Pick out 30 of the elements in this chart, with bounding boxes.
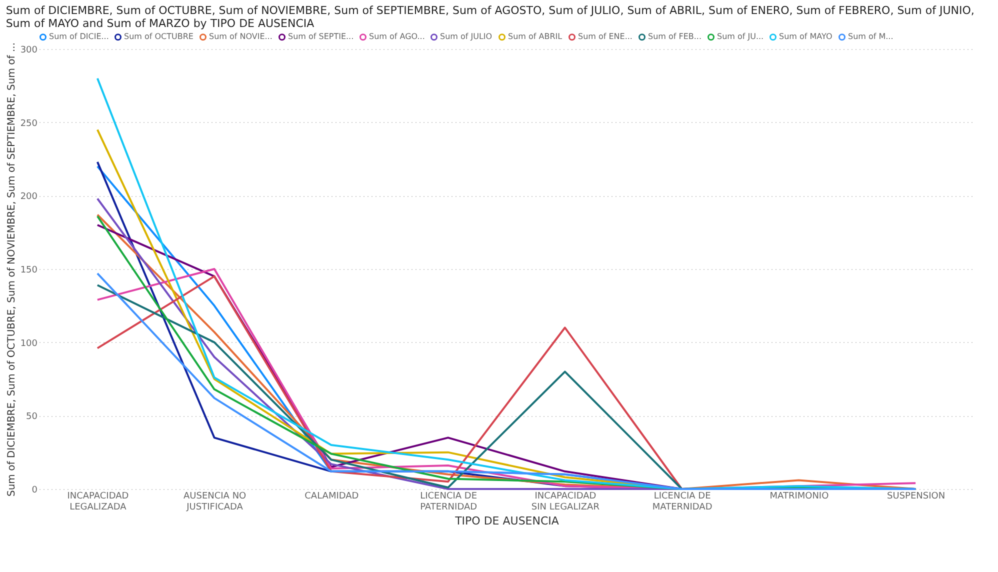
legend-label: Sum of AGO...	[369, 32, 425, 42]
chart-title: Sum of DICIEMBRE, Sum of OCTUBRE, Sum of NOVIEMBRE, Sum of SEPTIEMBRE, Sum of AGOSTO, Sum of JULIO, Sum of ABRIL, Sum of ENERO, Sum of FEBRERO, Sum of JUNIO, Sum of MAYO and Sum of MARZO by TIPO DE AUSENCIA	[6, 4, 974, 30]
x-tick-label: CALAMIDAD	[304, 492, 359, 502]
legend-label: Sum of ABRIL	[508, 32, 563, 42]
legend-label: Sum of FEB...	[648, 32, 702, 42]
y-axis-title: Sum of DICIEMBRE, Sum of OCTUBRE, Sum of NOVIEMBRE, Sum of SEPTIEMBRE, Sum of ...	[6, 42, 18, 497]
x-tick-label: LICENCIA DE PATERNIDAD	[420, 492, 478, 512]
y-tick-label: 0	[32, 486, 38, 496]
x-tick-label: MATRIMONIO	[770, 492, 829, 502]
y-tick-label: 300	[20, 46, 38, 56]
x-tick-label: AUSENCIA NO JUSTIFICADA	[183, 492, 246, 512]
x-tick-label: INCAPACIDAD LEGALIZADA	[67, 492, 129, 512]
legend-label: Sum of JULIO	[440, 32, 492, 42]
legend-label: Sum of JU...	[717, 32, 764, 42]
legend-label: Sum of SEPTIE...	[288, 32, 354, 42]
legend-label: Sum of M...	[848, 32, 894, 42]
legend-label: Sum of NOVIE...	[209, 32, 272, 42]
x-axis-title: TIPO DE AUSENCIA	[454, 514, 560, 528]
y-tick-label: 250	[20, 118, 38, 129]
x-tick-label: SUSPENSION	[887, 492, 946, 502]
legend-label: Sum of ENE...	[578, 32, 632, 42]
y-tick-label: 150	[20, 266, 38, 276]
y-tick-label: 100	[20, 338, 38, 349]
legend-label: Sum of OCTUBRE	[124, 32, 194, 42]
x-tick-label: INCAPACIDAD SIN LEGALIZAR	[531, 492, 600, 512]
legend-label: Sum of MAYO	[779, 32, 832, 42]
y-tick-label: 200	[20, 192, 38, 202]
y-tick-label: 50	[26, 412, 38, 422]
x-tick-label: LICENCIA DE MATERNIDAD	[652, 492, 712, 512]
legend-label: Sum of DICIE...	[49, 32, 109, 42]
